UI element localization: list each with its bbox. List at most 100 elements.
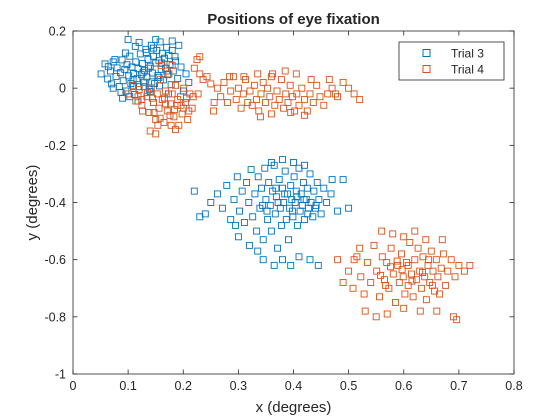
data-point bbox=[307, 76, 315, 84]
data-point bbox=[274, 244, 281, 252]
data-point bbox=[132, 58, 140, 66]
data-point bbox=[171, 53, 179, 61]
x-tick-label: 0 bbox=[70, 379, 77, 393]
data-point bbox=[377, 271, 385, 279]
data-point bbox=[286, 81, 294, 89]
data-point bbox=[466, 261, 474, 269]
data-point bbox=[210, 107, 218, 115]
chart-title: Positions of eye fixation bbox=[207, 11, 380, 28]
data-point bbox=[112, 72, 120, 80]
data-point bbox=[135, 86, 143, 94]
data-point bbox=[143, 73, 151, 81]
y-tick-label: 0 bbox=[59, 82, 66, 96]
data-point bbox=[324, 90, 332, 98]
data-point bbox=[389, 270, 397, 278]
data-point bbox=[376, 293, 383, 301]
data-point bbox=[234, 84, 242, 92]
data-point bbox=[267, 159, 275, 166]
data-point bbox=[406, 239, 414, 246]
data-point bbox=[298, 84, 306, 92]
data-point bbox=[316, 93, 324, 101]
data-point bbox=[147, 84, 155, 92]
data-point bbox=[387, 244, 395, 252]
data-point bbox=[334, 256, 342, 264]
data-point bbox=[325, 76, 333, 84]
data-point bbox=[232, 221, 240, 229]
data-point bbox=[245, 241, 253, 249]
data-point bbox=[313, 179, 321, 186]
data-point bbox=[158, 59, 166, 67]
data-point bbox=[361, 307, 369, 315]
data-point bbox=[190, 64, 198, 72]
data-point bbox=[453, 316, 461, 324]
data-point bbox=[108, 80, 116, 88]
data-point bbox=[394, 261, 402, 269]
data-point bbox=[287, 109, 295, 116]
data-point bbox=[217, 93, 225, 101]
series-trial-4 bbox=[124, 53, 474, 324]
data-point bbox=[220, 78, 228, 86]
data-point bbox=[253, 96, 261, 104]
data-point bbox=[400, 304, 408, 312]
data-point bbox=[257, 90, 265, 98]
data-point bbox=[164, 71, 172, 79]
data-point bbox=[170, 113, 178, 121]
data-point bbox=[156, 38, 164, 46]
data-point bbox=[399, 273, 407, 281]
data-point bbox=[111, 56, 119, 64]
data-point bbox=[295, 101, 303, 109]
data-point bbox=[226, 73, 234, 81]
data-point bbox=[416, 307, 424, 315]
data-point bbox=[207, 199, 215, 206]
data-point bbox=[150, 44, 157, 52]
y-tick-label: -0.4 bbox=[44, 196, 66, 210]
data-point bbox=[168, 61, 176, 69]
data-point bbox=[400, 233, 408, 241]
data-point bbox=[259, 236, 267, 244]
y-tick-label: -0.8 bbox=[44, 310, 66, 324]
data-point bbox=[320, 184, 328, 192]
data-point bbox=[179, 104, 187, 112]
data-point bbox=[258, 184, 265, 192]
data-point bbox=[428, 281, 436, 289]
data-point bbox=[218, 204, 226, 212]
data-point bbox=[373, 267, 381, 275]
points-layer bbox=[97, 36, 474, 324]
x-tick-label: 0.8 bbox=[505, 379, 522, 393]
data-point bbox=[175, 41, 183, 49]
data-point bbox=[230, 196, 238, 204]
data-point bbox=[404, 281, 412, 289]
data-point bbox=[256, 113, 264, 121]
data-point bbox=[261, 99, 269, 106]
data-point bbox=[104, 75, 112, 83]
data-point bbox=[339, 279, 347, 286]
data-point bbox=[345, 267, 353, 275]
data-point bbox=[303, 184, 311, 192]
data-point bbox=[398, 266, 406, 274]
data-point bbox=[275, 176, 283, 184]
legend: Trial 3 Trial 4 bbox=[398, 41, 505, 81]
data-point bbox=[433, 307, 441, 315]
data-point bbox=[309, 99, 317, 106]
data-point bbox=[254, 247, 262, 255]
data-point bbox=[109, 84, 117, 92]
data-point bbox=[451, 273, 459, 281]
data-point bbox=[419, 269, 426, 276]
data-point bbox=[282, 90, 290, 98]
data-point bbox=[227, 216, 235, 224]
data-point bbox=[213, 84, 221, 92]
data-point bbox=[313, 81, 321, 89]
data-point bbox=[97, 70, 105, 78]
data-point bbox=[301, 111, 308, 119]
data-point bbox=[279, 256, 286, 264]
data-point bbox=[367, 279, 375, 286]
data-point bbox=[168, 37, 176, 45]
data-point bbox=[109, 58, 117, 66]
data-point bbox=[259, 201, 267, 209]
data-point bbox=[134, 93, 142, 101]
data-point bbox=[270, 261, 278, 269]
legend-entry-trial-3: Trial 3 bbox=[451, 47, 484, 61]
data-point bbox=[404, 261, 412, 269]
data-point bbox=[434, 273, 442, 281]
data-point bbox=[207, 80, 215, 88]
